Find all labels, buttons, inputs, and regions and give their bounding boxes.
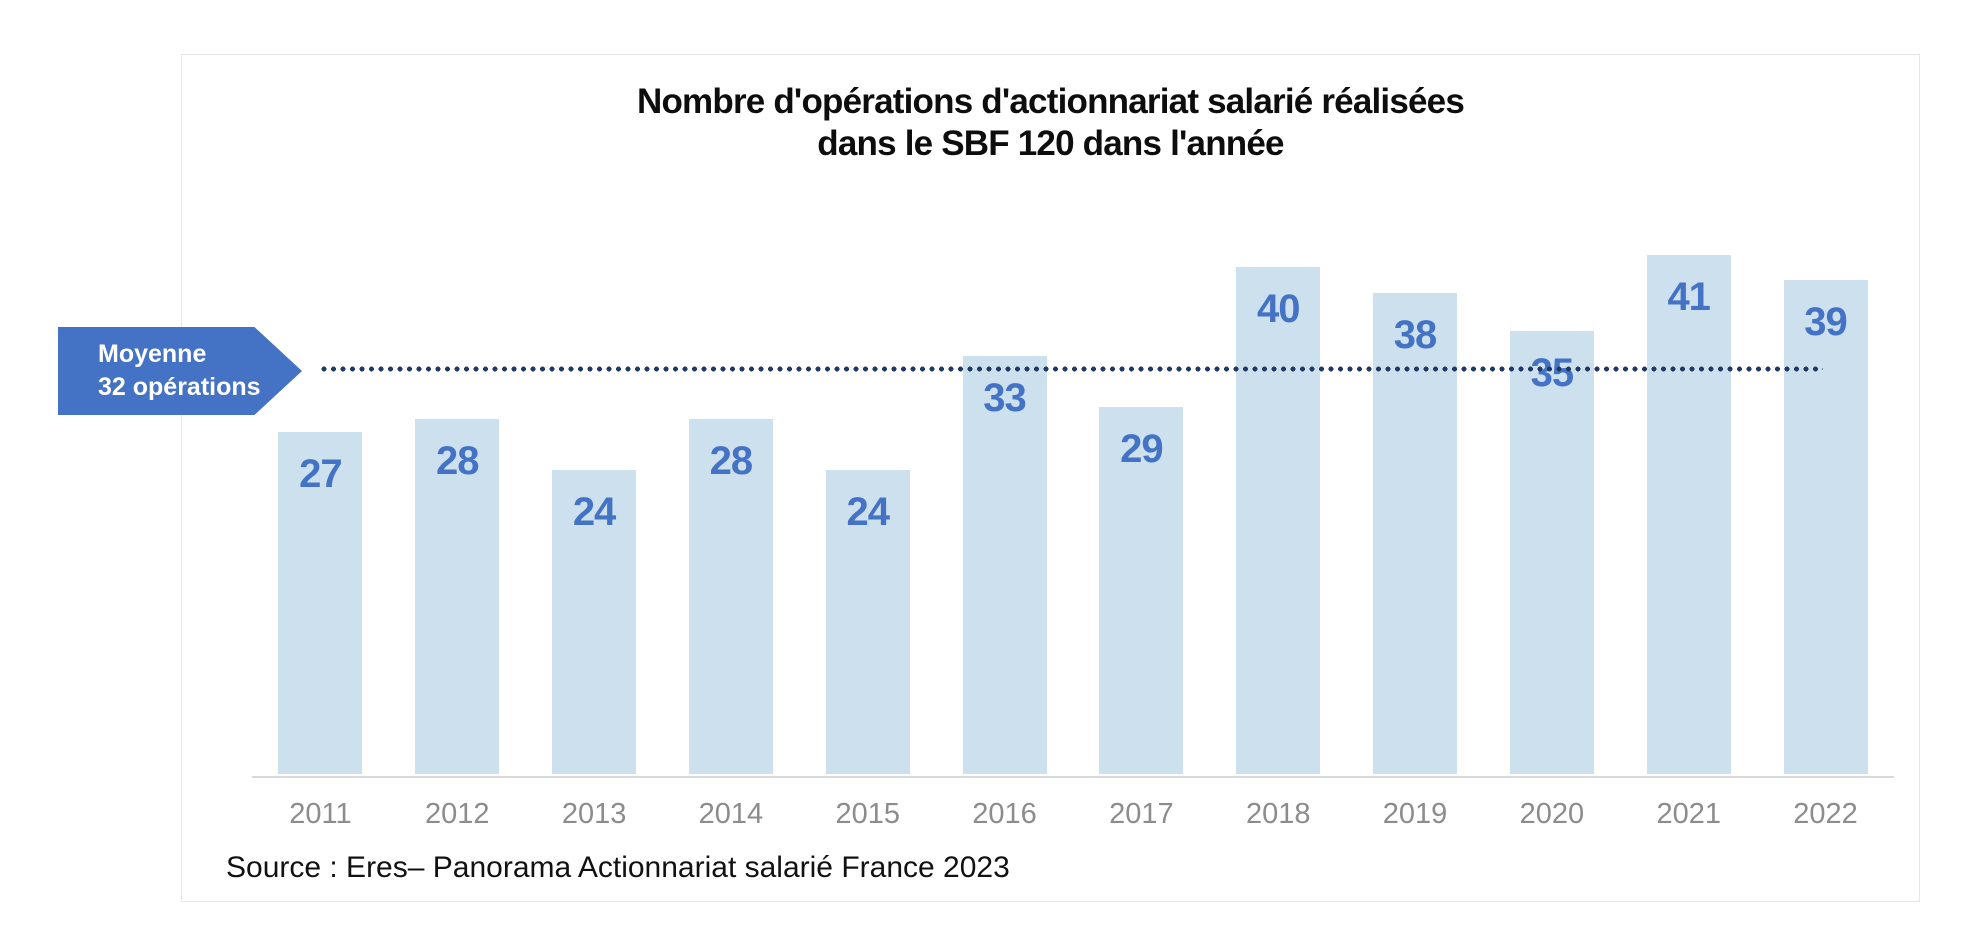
bar-value-label: 24	[572, 490, 616, 534]
bar: 28	[688, 419, 773, 774]
source-note: Source : Eres– Panorama Actionnariat sal…	[226, 851, 1010, 884]
average-badge-arrow: Moyenne 32 opérations	[58, 327, 302, 415]
chart-title-line-1: Nombre d'opérations d'actionnariat salar…	[636, 82, 1465, 121]
bar: 29	[1099, 407, 1184, 774]
x-axis-line	[252, 776, 1894, 778]
bar-group-2011: 27 2011	[252, 214, 389, 830]
bar-group-2014: 28 2014	[662, 214, 799, 830]
bar: 33	[962, 356, 1047, 774]
bar-value-label: 33	[983, 376, 1026, 420]
bar: 39	[1783, 280, 1868, 774]
bar-group-2022: 39 2022	[1757, 214, 1894, 830]
average-badge-line-2: 32 opérations	[98, 373, 261, 401]
bar-group-2013: 24 2013	[526, 214, 663, 830]
bar-value-label: 28	[435, 439, 479, 483]
bar-value-label: 27	[299, 452, 342, 496]
x-axis-label: 2015	[835, 798, 900, 830]
bar: 27	[278, 432, 363, 774]
x-axis-label: 2018	[1245, 798, 1311, 830]
x-axis-label: 2022	[1793, 798, 1858, 830]
x-axis-label: 2011	[289, 798, 352, 830]
bar-value-label: 39	[1804, 300, 1847, 344]
x-axis-label: 2012	[424, 798, 490, 830]
bar: 28	[415, 419, 500, 774]
bar-value-label: 41	[1667, 275, 1710, 319]
bar-group-2020: 35 2020	[1483, 214, 1620, 830]
bar-value-label: 29	[1120, 427, 1163, 471]
bar-value-label: 35	[1530, 351, 1574, 395]
bar-group-2021: 41 2021	[1620, 214, 1757, 830]
x-axis-label: 2013	[561, 798, 627, 830]
bar-group-2015: 24 2015	[799, 214, 936, 830]
bar-value-label: 28	[709, 439, 753, 483]
average-dotted-line	[321, 366, 1823, 372]
plot-area: 27 2011 28 2012 24 2013 28 2014 24 2015 33 2016 29 20…	[252, 214, 1894, 830]
x-axis-label: 2014	[698, 798, 764, 830]
bar: 40	[1236, 267, 1321, 774]
bar: 24	[825, 470, 910, 774]
x-axis-label: 2017	[1109, 798, 1174, 830]
bar-group-2018: 40 2018	[1210, 214, 1347, 830]
bar: 35	[1509, 331, 1594, 774]
bar-value-label: 38	[1393, 313, 1437, 357]
bar-group-2012: 28 2012	[389, 214, 526, 830]
x-axis-label: 2016	[972, 798, 1037, 830]
bar: 38	[1373, 293, 1458, 774]
x-axis-label: 2020	[1519, 798, 1585, 830]
bar-value-label: 24	[846, 490, 889, 534]
x-axis-label: 2019	[1382, 798, 1448, 830]
bar-group-2016: 33 2016	[936, 214, 1073, 830]
average-badge-line-1: Moyenne	[98, 340, 207, 368]
chart-card: Nombre d'opérations d'actionnariat salar…	[181, 54, 1920, 902]
x-axis-label: 2021	[1656, 798, 1721, 830]
bar-value-label: 40	[1256, 287, 1300, 331]
bar: 41	[1646, 255, 1731, 774]
chart-title-line-2: dans le SBF 120 dans l'année	[817, 124, 1284, 163]
bar-group-2017: 29 2017	[1073, 214, 1210, 830]
bar-group-2019: 38 2019	[1347, 214, 1484, 830]
bar: 24	[552, 470, 637, 774]
chart-title: Nombre d'opérations d'actionnariat salar…	[182, 81, 1919, 165]
